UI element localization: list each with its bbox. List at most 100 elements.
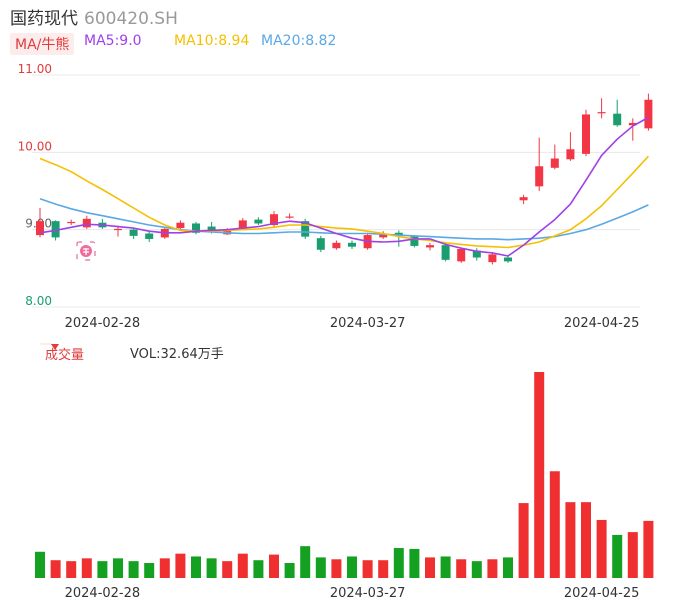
candle-body: [207, 226, 216, 232]
volume-bar: [159, 558, 170, 578]
volume-bar: [612, 534, 623, 578]
sell-marker[interactable]: [76, 241, 96, 261]
volume-tag-label: 成交量: [45, 348, 85, 363]
volume-bar: [175, 553, 186, 578]
volume-indicator-dropdown[interactable]: 成交量: [40, 343, 84, 363]
candle-body: [223, 229, 232, 235]
ma20-line: [39, 197, 649, 241]
volume-bar: [503, 557, 513, 578]
candle-body: [238, 220, 247, 229]
volume-bar: [237, 553, 248, 578]
candle-body: [285, 216, 294, 218]
caret-down-icon: [51, 344, 59, 350]
candle-body: [254, 219, 263, 224]
ma-indicator-tag[interactable]: MA/牛熊: [10, 33, 75, 55]
candle-body: [332, 242, 341, 249]
moving-averages: [39, 116, 649, 257]
volume-bar: [518, 503, 529, 578]
candle-body: [67, 221, 76, 224]
volume-bar: [222, 561, 233, 578]
volume-bar: [393, 548, 404, 578]
volume-bar: [66, 561, 77, 578]
x-tick-label: 2024-04-25: [564, 316, 640, 331]
candle-body: [348, 242, 356, 247]
volume-bar: [487, 559, 498, 578]
volume-bar: [97, 561, 108, 578]
candle-body: [582, 114, 590, 154]
volume-bar: [113, 558, 123, 578]
ma-legend: MA/牛熊 MA5:9.0 MA10:8.94 MA20:8.82: [0, 32, 686, 55]
volume-bar: [549, 471, 560, 578]
volume-value: VOL:32.64万手: [130, 347, 224, 362]
volume-bar: [643, 520, 654, 578]
candle-body: [550, 158, 559, 168]
ma5-label: MA5:9.0: [84, 33, 142, 49]
volume-bar: [425, 557, 435, 578]
x-tick-label: 2024-03-27: [330, 586, 406, 601]
volume-bar: [534, 372, 545, 578]
candle-body: [394, 232, 403, 236]
candles: [36, 93, 653, 265]
y-tick-label: 11.00: [18, 62, 52, 76]
candle-body: [36, 221, 44, 236]
volume-bar: [409, 548, 420, 578]
candle-body: [644, 99, 653, 129]
volume-bar: [362, 560, 373, 578]
candle-body: [114, 228, 122, 231]
price-x-ticks: 2024-02-28 2024-03-27 2024-04-25: [65, 316, 640, 331]
stock-name: 国药现代: [10, 9, 78, 29]
candle-body: [82, 218, 91, 228]
volume-legend: 成交量 VOL:32.64万手: [0, 342, 686, 363]
candle-body: [270, 214, 278, 226]
x-tick-label: 2024-02-28: [65, 586, 141, 601]
x-tick-label: 2024-03-27: [330, 316, 406, 331]
candle-body: [192, 223, 200, 233]
candle-body: [410, 236, 419, 246]
volume-bar: [269, 554, 279, 578]
volume-bar: [50, 560, 61, 578]
volume-bar: [581, 502, 591, 578]
candle-body: [301, 221, 310, 237]
candle-body: [129, 229, 138, 236]
candle-body: [566, 149, 575, 160]
candle-body: [628, 122, 637, 126]
candle-body: [379, 233, 388, 238]
volume-bar: [471, 561, 482, 578]
volume-bar: [347, 556, 357, 578]
candle-body: [472, 250, 481, 258]
candle-body: [51, 221, 60, 238]
volume-bar: [378, 560, 389, 578]
volume-bar: [456, 559, 467, 578]
x-tick-label: 2024-04-25: [564, 586, 640, 601]
candle-body: [504, 257, 512, 262]
volume-bar: [627, 532, 638, 578]
y-tick-label: 8.00: [25, 294, 52, 308]
volume-bar: [284, 563, 295, 578]
volume-bar: [128, 561, 139, 578]
candle-body: [426, 245, 434, 248]
volume-bar: [440, 556, 451, 578]
y-tick-label: 10.00: [18, 139, 52, 153]
sell-marker-frame: [76, 241, 96, 261]
candle-body: [597, 112, 606, 114]
volume-bar: [81, 558, 92, 578]
sell-marker-glyph: [83, 248, 89, 255]
volume-bar: [206, 558, 217, 578]
candle-body: [145, 233, 154, 239]
volume-bar: [144, 563, 155, 578]
volume-x-ticks: 2024-02-28 2024-03-27 2024-04-25: [65, 586, 640, 601]
candle-body: [519, 197, 528, 201]
volume-bar: [253, 560, 264, 578]
price-grid: [32, 74, 640, 308]
candle-body: [457, 249, 466, 262]
candle-body: [176, 222, 185, 229]
volume-bar: [331, 559, 342, 578]
volume-bar: [315, 557, 326, 578]
x-tick-label: 2024-02-28: [65, 316, 141, 331]
volume-bar: [565, 502, 576, 578]
ma5-line: [39, 116, 649, 257]
candle-body: [535, 166, 544, 187]
candle-body: [316, 238, 325, 250]
